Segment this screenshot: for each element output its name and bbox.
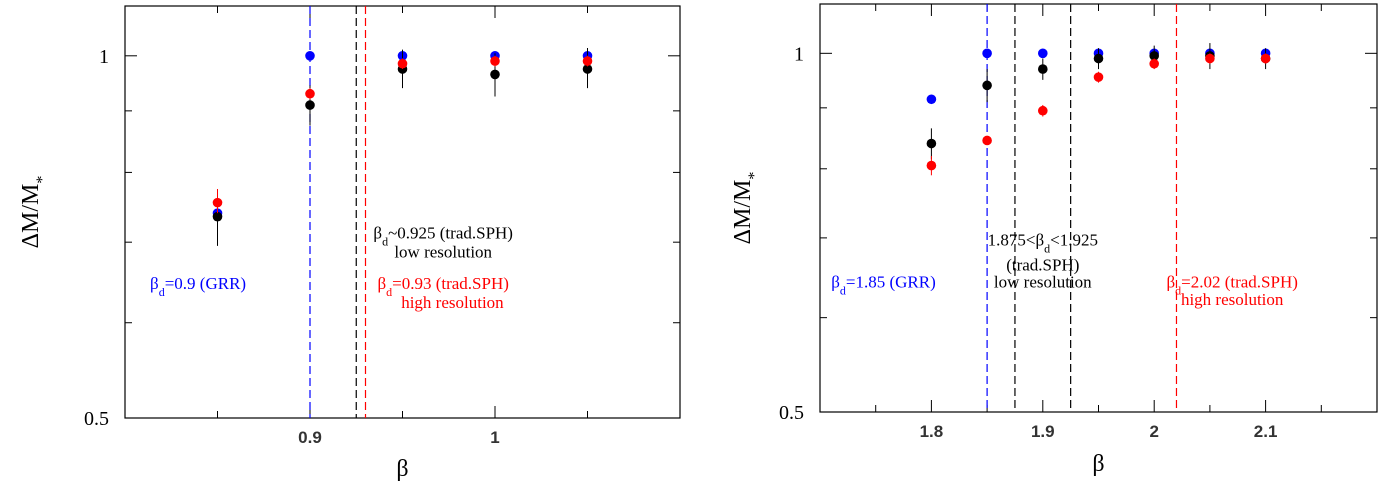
data-point bbox=[926, 160, 937, 171]
x-axis-label: β bbox=[396, 456, 408, 482]
data-point bbox=[582, 64, 593, 74]
data-point bbox=[1038, 48, 1048, 59]
data-point bbox=[1260, 53, 1271, 64]
data-point bbox=[305, 51, 315, 61]
annotation: βd=2.02 (trad.SPH) bbox=[1166, 273, 1297, 298]
data-point bbox=[1038, 105, 1048, 116]
annotation: βd=1.85 (GRR) bbox=[831, 273, 936, 298]
data-point bbox=[212, 211, 223, 222]
x-tick-label: 0.9 bbox=[298, 428, 322, 447]
data-point bbox=[982, 135, 992, 146]
data-point bbox=[305, 100, 315, 110]
y-axis-label: ΔM/M* bbox=[730, 172, 763, 245]
y-axis-label: ΔM/M* bbox=[18, 176, 51, 249]
data-point bbox=[1093, 72, 1104, 82]
data-point bbox=[397, 58, 408, 69]
data-point bbox=[926, 138, 937, 149]
data-point bbox=[305, 88, 315, 99]
x-axis-label: β bbox=[1092, 451, 1104, 477]
data-point bbox=[1093, 53, 1104, 64]
data-point bbox=[1149, 58, 1159, 69]
annotation: βd=0.93 (trad.SPH) bbox=[377, 274, 508, 299]
x-tick-label: 1.8 bbox=[920, 422, 944, 441]
x-tick-label: 1 bbox=[490, 428, 499, 447]
data-point bbox=[490, 69, 500, 80]
data-point bbox=[926, 94, 937, 105]
annotation: βd~0.925 (trad.SPH) bbox=[373, 223, 513, 248]
annotation: high resolution bbox=[401, 293, 504, 312]
annotation: (trad.SPH) bbox=[1006, 256, 1079, 275]
x-tick-label: 2.1 bbox=[1254, 422, 1278, 441]
y-tick-label: 0.5 bbox=[84, 408, 109, 430]
annotation: high resolution bbox=[1181, 290, 1284, 309]
data-point bbox=[212, 197, 223, 208]
chart-panel-1: 0.9 1 0.5 1 β ΔM/M* βd=0.9 (GRR) βd~0.925 (trad… bbox=[18, 5, 681, 482]
data-point bbox=[1149, 51, 1159, 61]
data-point bbox=[1038, 64, 1048, 74]
data-point bbox=[982, 48, 992, 59]
annotation: low resolution bbox=[994, 273, 1092, 292]
annotation: 1.875<βd<1.925 bbox=[988, 230, 1098, 255]
chart-panel-2: 1.8 1.9 2 2.1 0.5 1 β ΔM/M* βd=1.85 (GRR) 1.875<β… bbox=[730, 3, 1378, 477]
data-point bbox=[982, 80, 992, 91]
annotation: βd=0.9 (GRR) bbox=[150, 274, 246, 299]
x-tick-label: 2 bbox=[1149, 422, 1158, 441]
data-point bbox=[490, 56, 500, 66]
y-tick-label: 1 bbox=[99, 46, 109, 68]
data-point bbox=[1205, 53, 1215, 64]
data-point bbox=[582, 56, 593, 66]
annotation: low resolution bbox=[394, 242, 492, 261]
y-tick-label: 1 bbox=[794, 43, 804, 65]
y-tick-label: 0.5 bbox=[779, 402, 804, 424]
x-tick-label: 1.9 bbox=[1031, 422, 1055, 441]
